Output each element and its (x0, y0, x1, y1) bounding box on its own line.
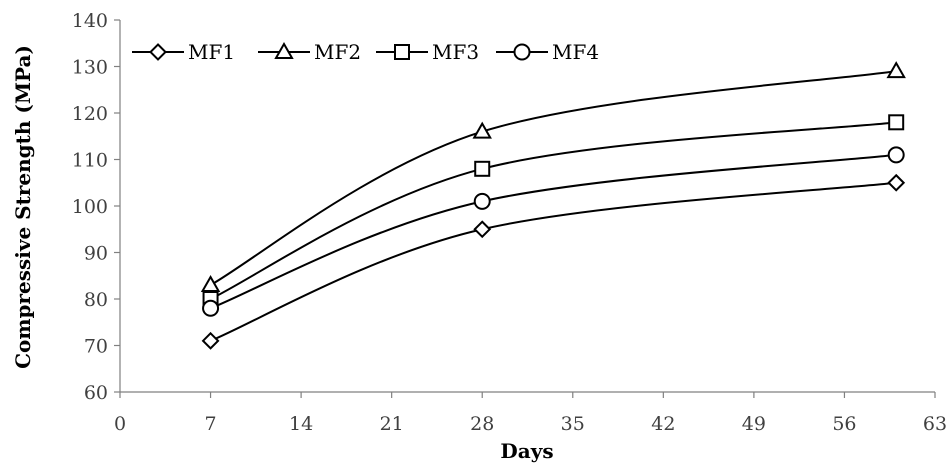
legend: MF1 MF2 MF3 MF4 (132, 40, 599, 64)
x-tick-label: 7 (205, 413, 217, 435)
data-point-mf4 (887, 146, 905, 164)
y-tick-label: 100 (72, 196, 108, 218)
y-tick-label: 120 (72, 103, 108, 125)
series-line-mf3 (210, 121, 897, 300)
data-point-mf1 (201, 331, 220, 350)
series-line-mf2 (210, 70, 897, 286)
legend-marker-mf4 (513, 43, 531, 61)
legend-marker-mf2 (274, 41, 294, 59)
y-tick-label: 110 (72, 150, 108, 172)
series-line-mf4 (210, 153, 897, 310)
y-tick-label: 80 (84, 289, 108, 311)
axes (119, 20, 935, 393)
data-point-mf2 (472, 121, 492, 139)
y-tick-label: 130 (72, 57, 108, 79)
legend-marker-mf3 (394, 44, 410, 60)
tick-labels: 60 70 80 90 100 110 120 130 140 0 7 14 21 28 35 42 49 56 6… (72, 10, 947, 435)
series-line-mf1 (210, 181, 897, 342)
y-tick-label: 90 (84, 243, 108, 265)
x-tick-label: 14 (289, 413, 313, 435)
x-tick-label: 28 (470, 413, 494, 435)
data-point-mf1 (473, 220, 492, 239)
y-tick-label: 70 (84, 336, 108, 358)
data-point-mf2 (200, 275, 221, 293)
x-tick-label: 63 (923, 413, 947, 435)
x-tick-label: 49 (742, 413, 766, 435)
data-point-mf4 (473, 192, 491, 210)
legend-marker-mf1 (149, 43, 167, 61)
y-tick-label: 60 (84, 382, 108, 404)
legend-label-mf4: MF4 (552, 40, 599, 64)
series-markers (200, 61, 906, 350)
data-point-mf1 (887, 173, 906, 192)
series-lines (210, 70, 897, 342)
x-axis-title: Days (500, 439, 553, 463)
x-tick-label: 0 (114, 413, 126, 435)
data-point-mf3 (474, 160, 491, 177)
x-tick-label: 21 (380, 413, 404, 435)
legend-label-mf2: MF2 (314, 40, 361, 64)
data-point-mf2 (886, 61, 906, 79)
data-point-mf4 (202, 299, 220, 317)
x-tick-label: 35 (561, 413, 585, 435)
y-axis-title: Compressive Strength (MPa) (11, 45, 35, 369)
legend-label-mf1: MF1 (188, 40, 235, 64)
y-tick-label: 140 (72, 10, 108, 32)
legend-label-mf3: MF3 (432, 40, 479, 64)
data-point-mf3 (888, 114, 905, 131)
x-tick-label: 42 (651, 413, 675, 435)
x-tick-label: 56 (832, 413, 856, 435)
